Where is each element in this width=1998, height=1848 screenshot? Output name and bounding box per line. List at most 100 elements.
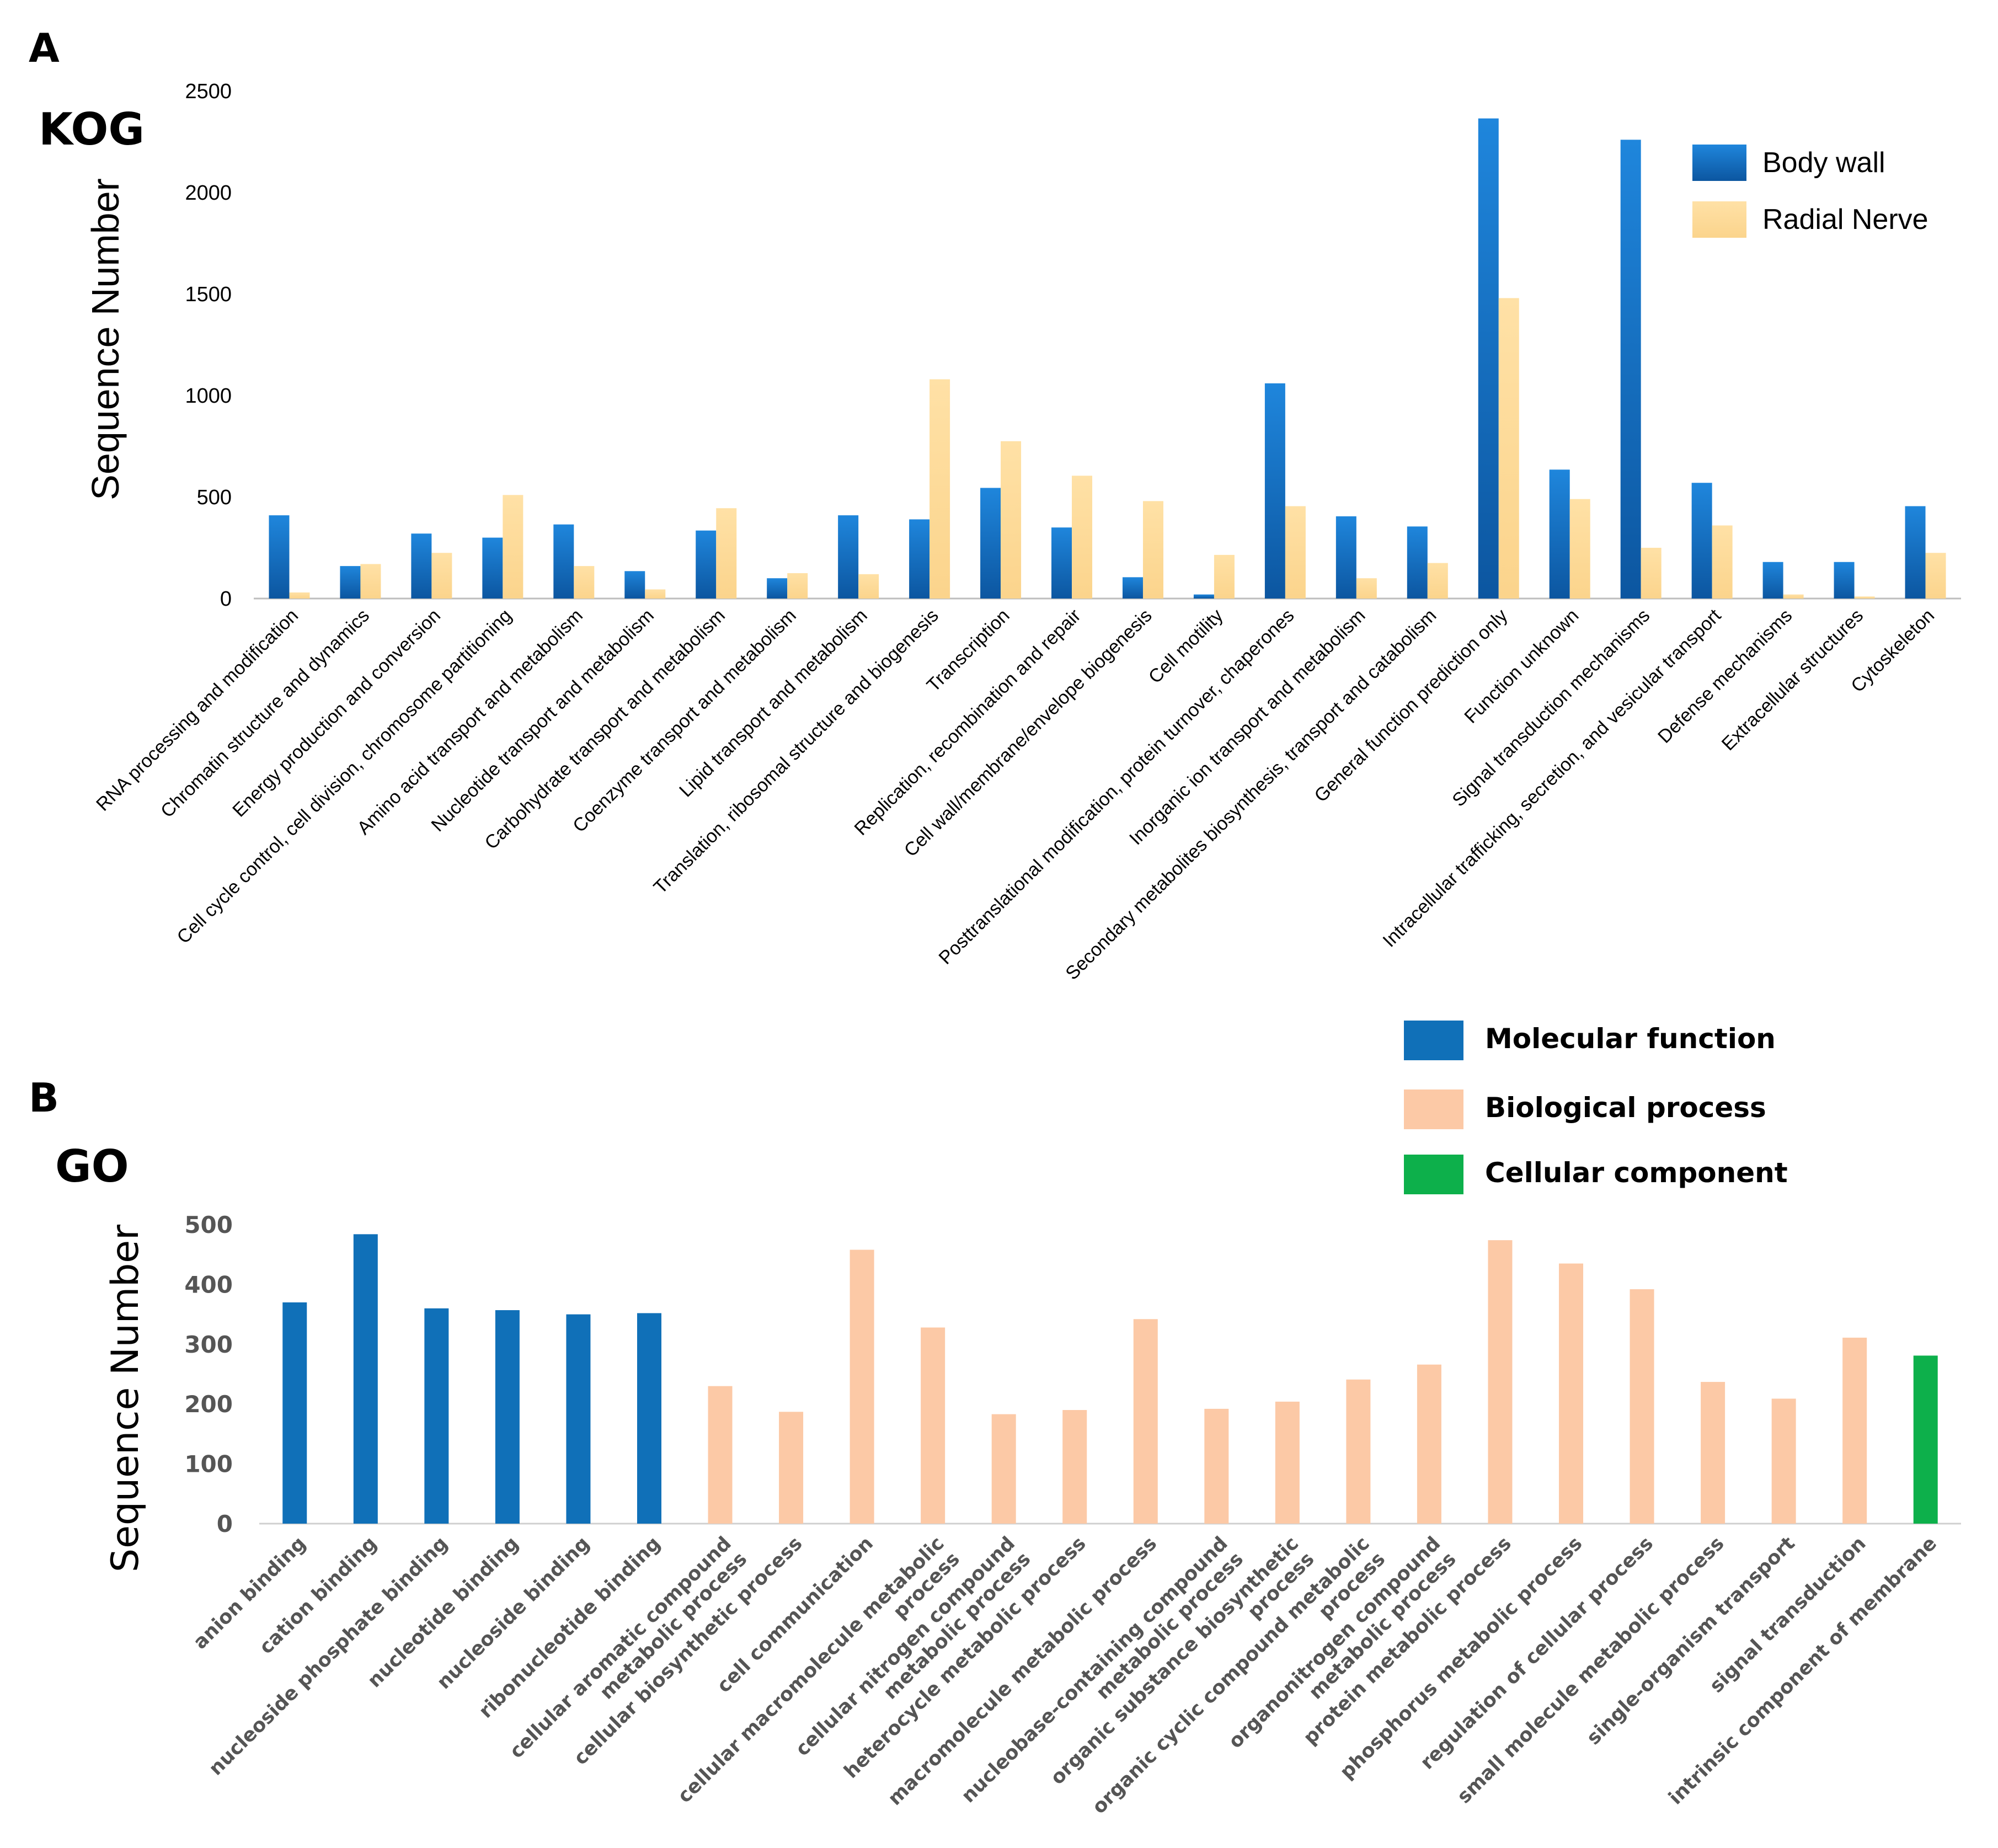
panel-a-legend-label: Radial Nerve	[1762, 204, 1928, 236]
panel-a-bar-body-wall	[1905, 506, 1926, 599]
panel-a-letter: A	[29, 25, 60, 71]
panel-a-category-label: Extracellular structures	[1718, 605, 1867, 755]
panel-a-bar-radial-nerve	[929, 379, 950, 599]
panel-a-legend-label: Body wall	[1762, 147, 1885, 179]
panel-a-category-label: Cell wall/membrane/envelope biogenesis	[900, 605, 1156, 861]
panel-a-bar-radial-nerve	[1641, 548, 1662, 599]
panel-a-bar-radial-nerve	[1001, 441, 1022, 599]
panel-b-bar	[1204, 1408, 1229, 1524]
panel-b-bars	[282, 1234, 1938, 1524]
panel-a-name: KOG	[39, 104, 145, 155]
panel-b-category-label: cation binding	[255, 1532, 382, 1659]
panel-b-legend-label: Cellular component	[1485, 1157, 1788, 1189]
panel-a-bar-body-wall	[1193, 594, 1214, 599]
panel-b-category-label: intrinsic component of membrane	[1665, 1532, 1941, 1809]
panel-a-bar-radial-nerve	[1356, 578, 1377, 599]
panel-b-bar	[1417, 1364, 1441, 1524]
panel-b-bar	[779, 1412, 804, 1524]
panel-b-bar	[1346, 1379, 1371, 1524]
panel-a-bar-body-wall	[1264, 383, 1285, 599]
panel-a-y-tick-label: 1500	[185, 283, 232, 306]
panel-a-kog-chart: A KOG Sequence Number 0 500 1000 1500 2000 25…	[29, 25, 1961, 984]
panel-a-bar-body-wall	[1834, 562, 1855, 599]
panel-b-bar	[1488, 1240, 1513, 1524]
panel-b-bar	[1062, 1410, 1087, 1524]
panel-a-bar-body-wall	[411, 533, 432, 599]
panel-b-bar	[708, 1386, 733, 1524]
panel-a-y-ticks: 0 500 1000 1500 2000 2500	[185, 80, 232, 611]
panel-a-bar-body-wall	[1122, 577, 1143, 599]
panel-a-bar-radial-nerve	[289, 592, 310, 599]
panel-b-legend-label: Biological process	[1485, 1092, 1766, 1124]
panel-a-bar-radial-nerve	[1142, 501, 1163, 599]
panel-a-legend-swatch-radial-nerve	[1692, 201, 1746, 238]
panel-a-category-labels: RNA processing and modificationChromatin…	[92, 605, 1938, 984]
panel-b-bar	[991, 1414, 1016, 1524]
panel-b-category-label-line: intrinsic component of membrane	[1665, 1532, 1941, 1809]
panel-a-bar-body-wall	[1051, 527, 1072, 599]
panel-a-bar-radial-nerve	[1072, 476, 1093, 599]
panel-a-bar-radial-nerve	[1214, 554, 1235, 599]
panel-a-y-tick-label: 0	[220, 587, 232, 611]
panel-b-y-tick-label: 100	[184, 1451, 233, 1478]
panel-b-category-label-line: organic substance biosynthetic	[1046, 1532, 1303, 1789]
panel-a-bar-body-wall	[1407, 526, 1428, 599]
panel-a-bar-radial-nerve	[1498, 298, 1519, 599]
panel-a-bar-body-wall	[696, 530, 717, 599]
panel-a-bar-body-wall	[980, 488, 1001, 599]
panel-b-category-label-line: heterocycle metabolic process	[840, 1532, 1091, 1783]
panel-b-category-label: small molecule metabolic process	[1453, 1532, 1728, 1808]
panel-b-y-tick-label: 0	[217, 1510, 233, 1537]
panel-b-legend-swatch	[1404, 1089, 1463, 1129]
panel-a-bar-radial-nerve	[1569, 499, 1590, 599]
panel-b-y-ticks: 0 100 200 300 400 500	[184, 1211, 233, 1537]
panel-a-legend-swatch-body-wall	[1692, 145, 1746, 181]
panel-a-bar-body-wall	[269, 515, 290, 599]
panel-a-bar-body-wall	[1620, 140, 1641, 599]
panel-b-bar	[1842, 1337, 1867, 1524]
panel-a-bar-radial-nerve	[574, 566, 595, 599]
panel-a-bar-body-wall	[767, 578, 788, 599]
panel-a-y-tick-label: 500	[197, 486, 232, 509]
panel-b-bar	[1771, 1398, 1796, 1524]
panel-a-bar-radial-nerve	[1925, 553, 1946, 599]
panel-b-legend-label: Molecular function	[1485, 1023, 1776, 1055]
panel-a-bar-radial-nerve	[360, 564, 381, 599]
panel-a-y-tick-label: 2000	[185, 181, 232, 205]
panel-b-category-label-line: small molecule metabolic process	[1453, 1532, 1728, 1808]
panel-a-category-label: Intracellular trafficking, secretion, an…	[1379, 605, 1725, 951]
panel-a-bar-body-wall	[1478, 118, 1499, 599]
panel-a-category-label: Cell cycle control, cell division, chrom…	[173, 605, 516, 948]
panel-a-bar-radial-nerve	[1285, 506, 1306, 599]
panel-a-bar-body-wall	[340, 566, 361, 599]
panel-b-bar	[850, 1249, 874, 1524]
panel-b-bar	[1630, 1289, 1654, 1524]
panel-b-legend: Molecular function Biological process Cell…	[1404, 1021, 1788, 1194]
panel-b-y-tick-label: 400	[184, 1271, 233, 1298]
panel-a-y-tick-label: 1000	[185, 384, 232, 408]
panel-a-category-label: Defense mechanisms	[1654, 605, 1796, 747]
panel-a-bar-body-wall	[838, 515, 859, 599]
panel-a-bar-radial-nerve	[1427, 563, 1448, 599]
panel-b-category-label-line: cation binding	[255, 1532, 382, 1659]
panel-a-bar-body-wall	[1549, 469, 1570, 599]
panel-b-bar	[566, 1314, 591, 1524]
panel-a-bar-radial-nerve	[431, 553, 452, 599]
panel-a-bar-radial-nerve	[645, 589, 666, 599]
panel-b-bar	[1701, 1382, 1725, 1524]
panel-a-bar-radial-nerve	[1783, 594, 1804, 599]
panel-a-bar-radial-nerve	[1854, 596, 1875, 599]
panel-a-bar-body-wall	[1691, 483, 1712, 599]
panel-a-bar-radial-nerve	[716, 508, 737, 599]
panel-b-bar	[495, 1310, 520, 1524]
panel-b-letter: B	[29, 1075, 59, 1121]
panel-b-bar	[1133, 1319, 1158, 1524]
panel-b-bar	[637, 1313, 661, 1524]
panel-b-bar	[1913, 1355, 1938, 1524]
panel-b-bar	[1559, 1263, 1584, 1524]
panel-a-y-tick-label: 2500	[185, 80, 232, 103]
panel-a-legend: Body wall Radial Nerve	[1692, 145, 1928, 238]
